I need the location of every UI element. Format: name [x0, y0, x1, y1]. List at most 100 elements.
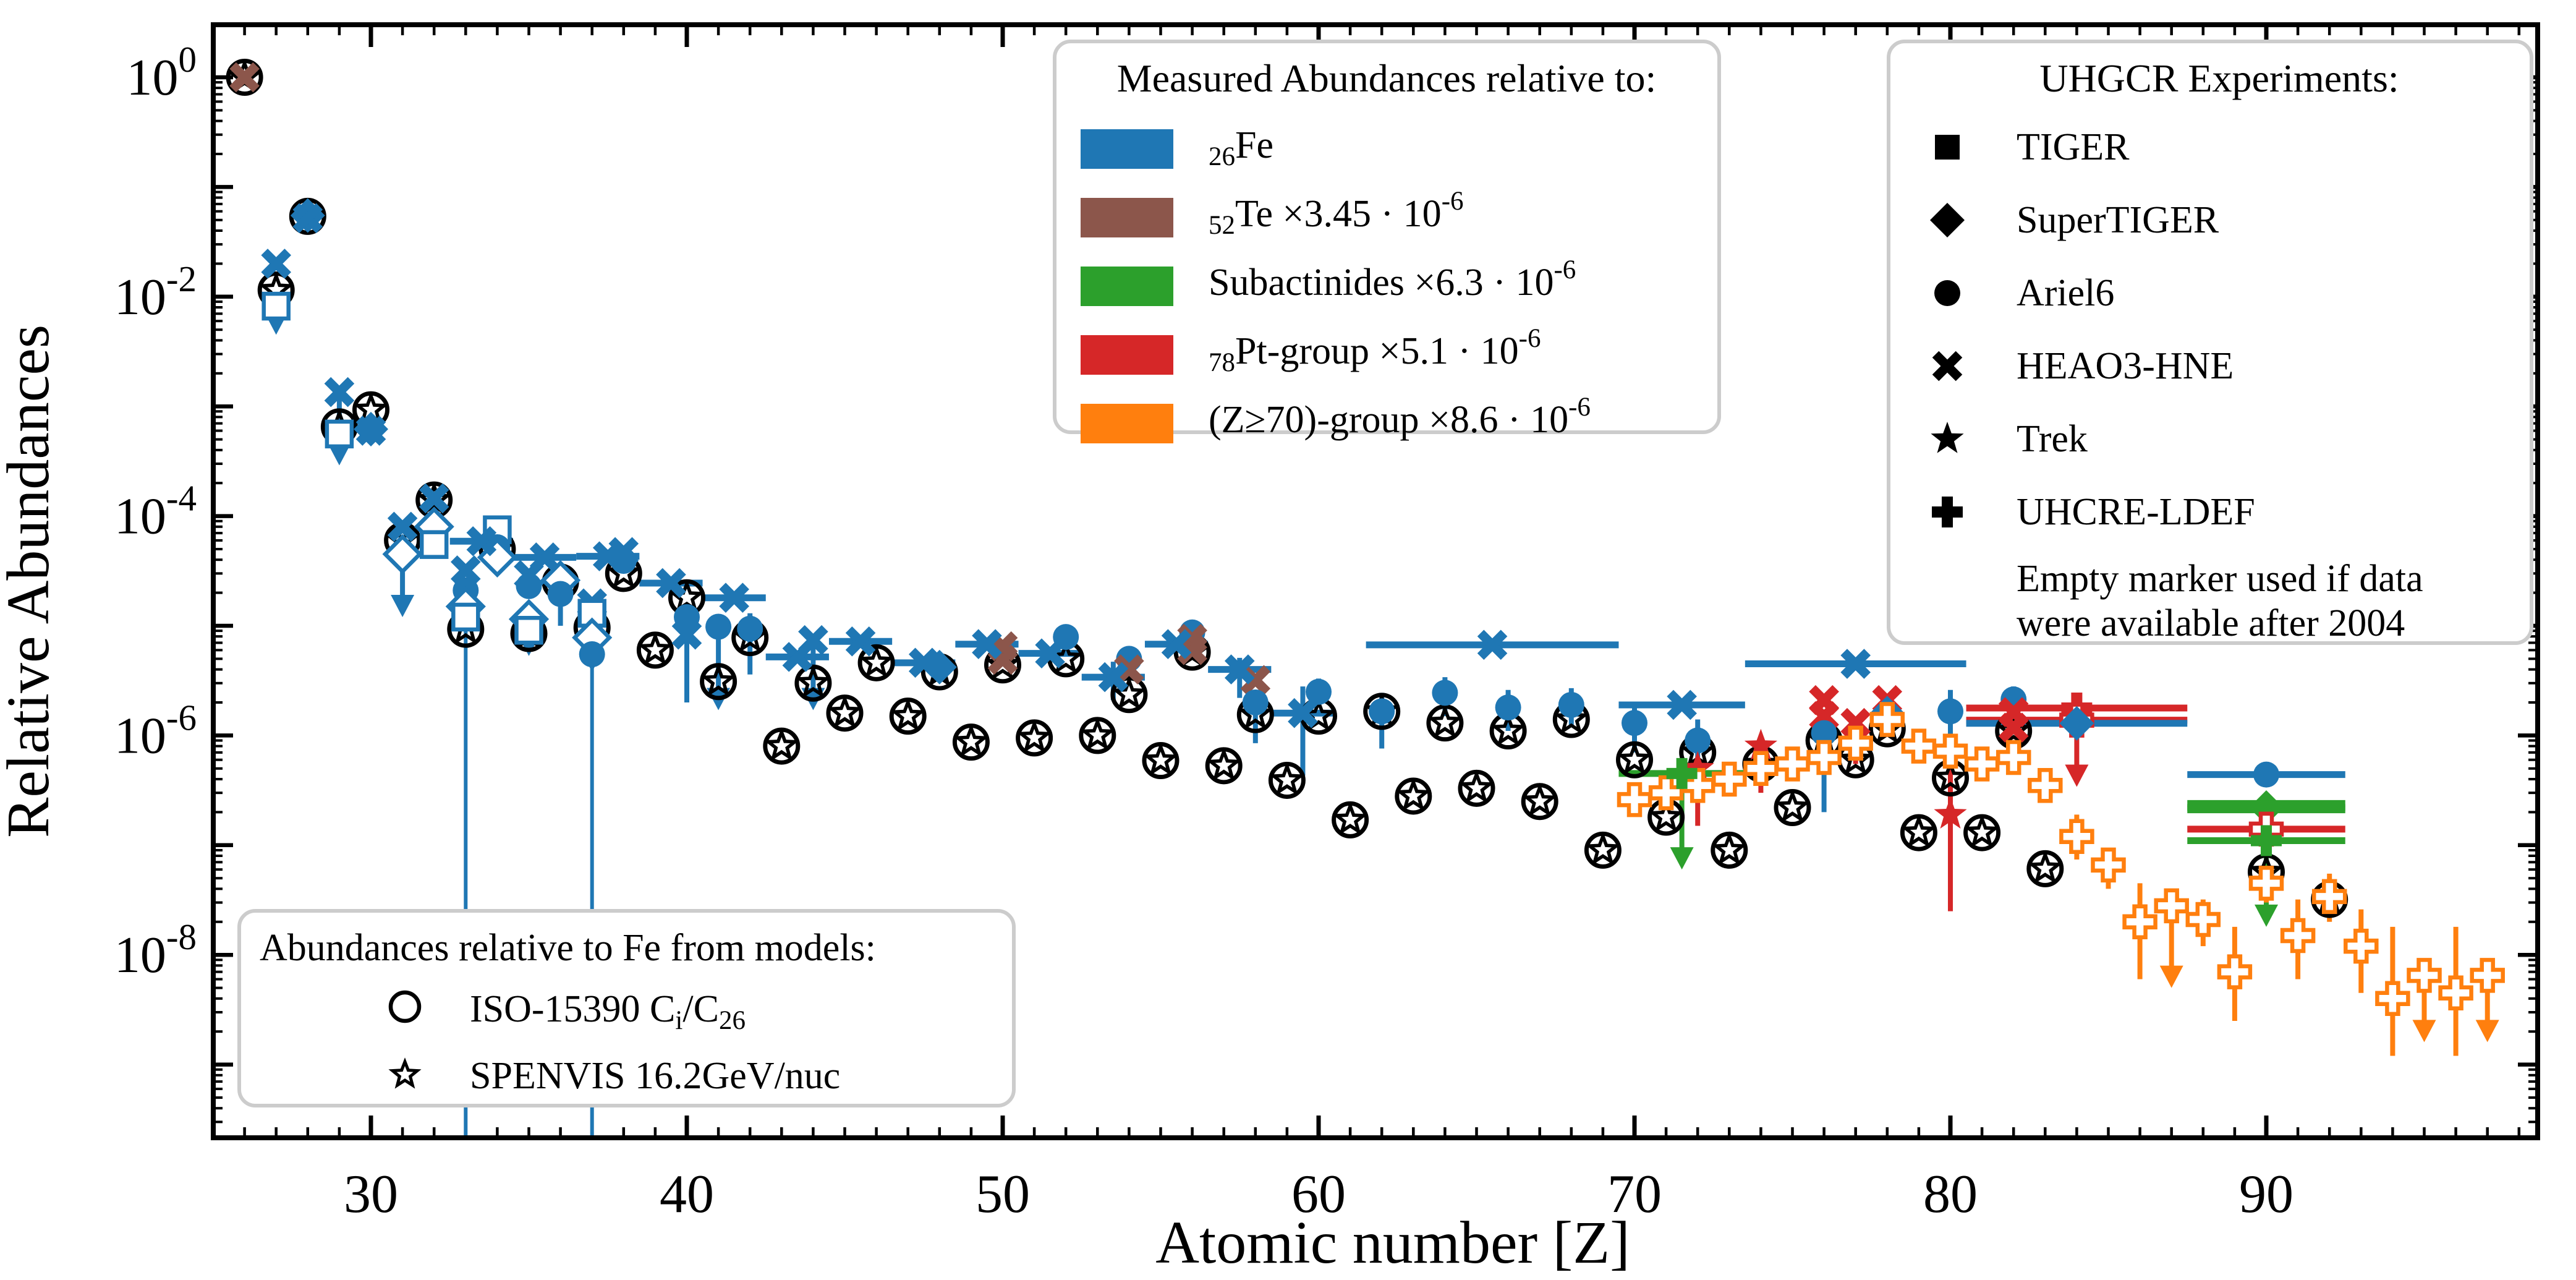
- data-point-z68-ci: [1558, 691, 1584, 718]
- model-point-z53: [1079, 717, 1116, 754]
- legend-spenvis-star-icon: [388, 1057, 422, 1089]
- legend-measured-label-3: 78Pt-group ×5.1 · 10-6: [1209, 324, 1541, 377]
- legend-experiments-title: UHGCR Experiments:: [2039, 56, 2399, 100]
- model-point-z83: [2026, 850, 2064, 887]
- data-point-z74-st: [1744, 728, 1777, 761]
- model-point-z55: [1142, 741, 1180, 780]
- legend-marker-ci: [1934, 280, 1960, 306]
- legend-note-line2: were available after 2004: [2017, 602, 2405, 644]
- group-point-42.5-44.5-x: [782, 642, 813, 672]
- model-point-z75: [1774, 788, 1811, 827]
- data-point-z35-ci: [516, 573, 542, 599]
- data-point-z54-x: [1114, 654, 1144, 685]
- data-point-z31-di: [382, 534, 423, 574]
- group-point-54.5-56.5-x: [1161, 629, 1192, 660]
- data-point-z70-ci: [1622, 710, 1647, 736]
- group-arrow-head: [2065, 764, 2089, 787]
- data-point-z96-pl: [2438, 975, 2473, 1010]
- data-point-z82-pl: [1996, 740, 2031, 775]
- group-point-56.5-58.5-x: [1224, 654, 1255, 685]
- model-point-z54: [1110, 675, 1148, 714]
- data-point-z75-pl: [1775, 746, 1810, 782]
- model-point-z49: [952, 723, 990, 761]
- x-tick-label-50: 50: [976, 1164, 1030, 1224]
- model-point-z51: [1016, 719, 1053, 757]
- data-point-z80-st: [1934, 797, 1967, 829]
- legend-measured-label-2: Subactinides ×6.3 · 10-6: [1209, 255, 1576, 304]
- y-tick-label-1e0: 100: [127, 39, 197, 106]
- group-point-40.5-42.5-x: [719, 582, 749, 613]
- legend-experiments-label-2: Ariel6: [2017, 272, 2114, 314]
- legend-measured-title: Measured Abundances relative to:: [1117, 56, 1657, 100]
- data-point-z41-ci: [705, 613, 732, 640]
- data-point-z93-pl: [2344, 928, 2379, 964]
- model-point-z79: [1900, 814, 1937, 851]
- data-point-z81-pl: [1964, 746, 2000, 782]
- legend-experiments-label-5: UHCRE-LDEF: [2017, 491, 2255, 533]
- x-tick-label-90: 90: [2239, 1164, 2293, 1224]
- group-point-46.5-48.5-x: [908, 647, 939, 678]
- legend-marker-sq: [1935, 135, 1960, 160]
- legend-patch-te: [1081, 198, 1173, 237]
- data-point-z92-pl: [2311, 879, 2347, 915]
- x-tick-label-80: 80: [1923, 1164, 1978, 1224]
- data-point-z74-pl: [1743, 751, 1779, 787]
- group-point-34.5-36.5-x: [529, 542, 560, 573]
- data-point-z95-pl: [2407, 958, 2442, 993]
- data-point-z66-ci: [1495, 694, 1521, 721]
- legend-experiments-label-0: TIGER: [2017, 126, 2130, 168]
- group-point-69.5-73.5-pl: [1666, 757, 1698, 789]
- data-point-z73-pl: [1712, 761, 1747, 797]
- data-point-z58-ci: [1242, 689, 1269, 715]
- legend-patch-sub: [1081, 267, 1173, 306]
- y-tick-label-1e-2: 10-2: [114, 258, 197, 326]
- data-point-z32-sq: [419, 530, 449, 559]
- legend-marker-pl: [1932, 497, 1963, 527]
- x-tick-label-30: 30: [344, 1164, 398, 1224]
- model-point-z41: [700, 662, 738, 701]
- data-point-z97-pl: [2470, 958, 2505, 993]
- group-arrow-head: [2255, 904, 2278, 927]
- data-point-z83-pl: [2028, 768, 2063, 803]
- data-point-z36-ci: [547, 581, 574, 607]
- legend-note-line1: Empty marker used if data: [2017, 558, 2423, 600]
- model-point-z61: [1332, 801, 1369, 838]
- data-point-z64-ci: [1432, 680, 1458, 706]
- data-point-z27-sq: [261, 291, 291, 321]
- data-point-z33-sq: [451, 602, 480, 632]
- arrow-head-z87: [2159, 965, 2183, 988]
- data-point-z26-x: [229, 62, 260, 93]
- data-point-z35-sq: [514, 616, 543, 645]
- group-point-87.5-92.5-ci: [2253, 761, 2279, 788]
- data-point-z62-ci: [1369, 698, 1395, 725]
- data-point-z37-ci: [579, 641, 605, 668]
- legend-measured-label-0: 26Fe: [1209, 124, 1273, 171]
- legend-models-label-1: SPENVIS 16.2GeV/nuc: [470, 1055, 840, 1097]
- model-point-z67: [1521, 782, 1558, 821]
- group-point-69.5-73.5-x: [1667, 689, 1697, 720]
- legend-measured-label-1: 52Te ×3.45 · 10-6: [1209, 187, 1464, 240]
- group-point-44.5-46.5-x: [845, 626, 876, 657]
- arrow-head-z31: [391, 594, 415, 617]
- arrow-head-z97: [2475, 1020, 2499, 1043]
- data-point-z90-pl: [2248, 866, 2284, 901]
- legend-models-box: [237, 909, 1016, 1107]
- group-point-36.5-38.5-x: [592, 541, 623, 571]
- legend-patch-z70: [1081, 404, 1173, 443]
- data-point-z29-x: [324, 377, 355, 407]
- data-point-z29-sq: [325, 419, 354, 449]
- model-point-z81: [1963, 814, 2001, 851]
- data-point-z33-x: [450, 555, 481, 586]
- arrow-head-z29: [327, 443, 351, 466]
- data-point-z77-pl: [1838, 725, 1873, 761]
- y-tick-label-1e-6: 10-6: [114, 697, 197, 764]
- data-point-z79-pl: [1901, 728, 1937, 764]
- model-point-z43: [763, 727, 801, 765]
- group-point-38.5-40.5-x: [656, 568, 686, 599]
- arrow-head-z95: [2412, 1020, 2436, 1043]
- data-point-z40-x: [671, 620, 702, 650]
- group-point-50.5-52.5-x: [1035, 638, 1065, 668]
- legend-iso-circle-icon: [388, 990, 422, 1023]
